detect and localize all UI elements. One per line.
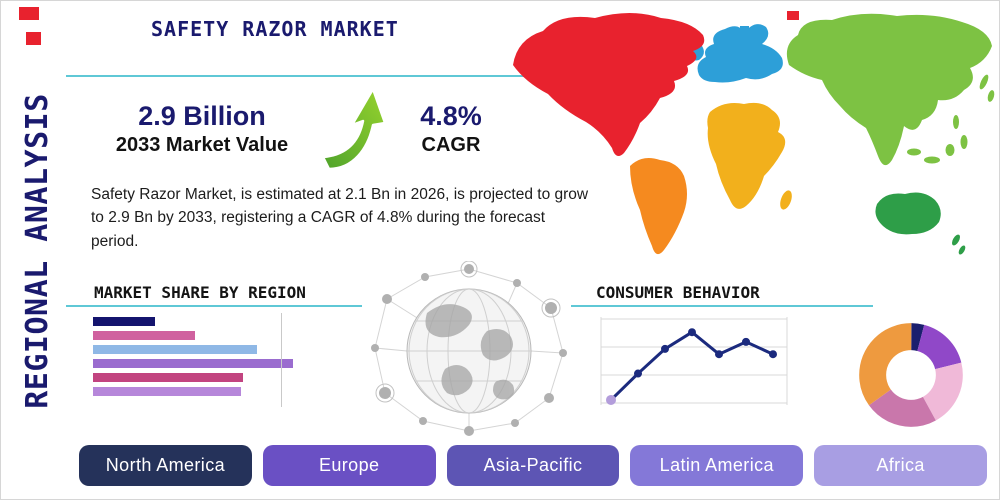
cagr-value: 4.8% <box>420 101 482 131</box>
bar-segment <box>93 359 293 368</box>
growth-arrow-icon <box>321 87 387 171</box>
regional-donut-chart <box>859 323 963 427</box>
continent-asia <box>786 13 992 166</box>
data-point <box>769 350 777 359</box>
market-description: Safety Razor Market, is estimated at 2.1… <box>91 186 589 250</box>
header-divider <box>66 75 619 77</box>
globe-landmasses <box>425 304 515 400</box>
bar-segment <box>93 387 241 396</box>
deco-pixel-2 <box>26 32 41 45</box>
page-title: SAFETY RAZOR MARKET <box>151 17 399 41</box>
data-point <box>715 350 723 359</box>
deco-pixel-map-blue <box>740 26 749 34</box>
donut-slice <box>859 323 963 427</box>
region-button-latin-america[interactable]: Latin America <box>630 445 804 486</box>
consumer-behavior-heading: CONSUMER BEHAVIOR <box>596 283 760 302</box>
vertical-title: REGIONAL ANALYSIS <box>20 93 55 409</box>
continent-north-america <box>513 13 705 157</box>
region-button-europe[interactable]: Europe <box>262 445 436 486</box>
island-madagascar <box>780 190 792 210</box>
deco-pixel-1 <box>19 7 39 20</box>
asia-islands <box>907 74 995 164</box>
continent-south-america <box>630 158 687 255</box>
region-buttons: North America Europe Asia-Pacific Latin … <box>79 445 987 486</box>
market-value-stat: 2.9 Billion 2033 Market Value <box>96 101 308 157</box>
deco-pixel-map-red <box>787 11 799 20</box>
region-button-asia-pacific[interactable]: Asia-Pacific <box>446 445 620 486</box>
bar-segment <box>93 373 243 382</box>
donut-slice <box>859 323 963 427</box>
market-share-bar-chart <box>93 317 293 413</box>
continent-europe <box>697 24 783 83</box>
island-new-zealand <box>952 234 966 255</box>
donut-slice <box>859 323 963 427</box>
network-node-rings <box>375 261 561 403</box>
bar-segment <box>93 345 257 354</box>
cagr-stat: 4.8% CAGR <box>403 101 499 157</box>
region-button-africa[interactable]: Africa <box>814 445 987 486</box>
market-share-underline <box>66 305 362 307</box>
cagr-caption: CAGR <box>421 134 481 156</box>
market-share-heading: MARKET SHARE BY REGION <box>94 283 306 302</box>
region-button-north-america[interactable]: North America <box>79 445 252 486</box>
data-point <box>661 344 669 353</box>
continent-africa <box>707 102 786 209</box>
data-point <box>742 337 750 346</box>
continent-australia <box>875 192 941 235</box>
network-nodes <box>371 264 567 436</box>
bar-segment <box>93 331 195 340</box>
bar-segment <box>93 317 155 326</box>
data-point <box>606 394 616 405</box>
consumer-behavior-underline <box>571 305 873 307</box>
market-value: 2.9 Billion <box>138 101 266 131</box>
data-point <box>688 328 696 337</box>
bar-gridline <box>281 313 282 407</box>
world-map <box>513 11 995 255</box>
consumer-behavior-line-chart <box>600 317 788 405</box>
data-point <box>634 369 642 378</box>
globe-network-illustration <box>371 261 567 436</box>
market-value-caption: 2033 Market Value <box>115 134 289 156</box>
